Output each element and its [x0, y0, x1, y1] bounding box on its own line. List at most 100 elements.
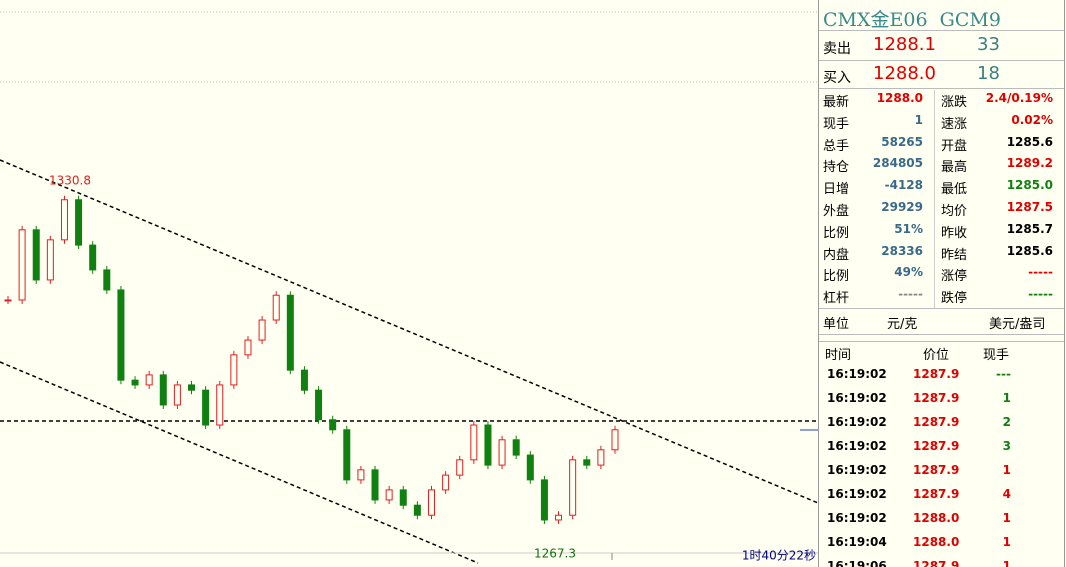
candle	[117, 289, 125, 381]
stat-label: 持仓	[823, 160, 850, 176]
stat-label: 最高	[941, 160, 968, 176]
trade-volume: 2	[1002, 415, 1011, 429]
trade-time: 16:19:02	[827, 415, 887, 429]
stat-value: 58265	[881, 134, 923, 149]
candle	[357, 469, 365, 481]
divider	[819, 308, 1064, 309]
divider	[934, 90, 935, 308]
trade-volume: 1	[1002, 391, 1011, 405]
candle	[315, 389, 323, 421]
candle	[442, 474, 450, 491]
candle	[60, 199, 68, 241]
stat-label: 比例	[823, 225, 850, 241]
candle	[145, 374, 153, 386]
stat-value: 1	[914, 112, 923, 127]
candle	[427, 489, 435, 516]
candle	[484, 424, 492, 466]
candle	[89, 244, 97, 271]
divider	[819, 88, 1064, 89]
candle	[526, 454, 534, 481]
candle	[131, 379, 139, 386]
stat-value: 1285.6	[1006, 134, 1053, 149]
candle	[555, 514, 563, 521]
stat-value: 284805	[872, 156, 923, 171]
candle	[244, 339, 252, 356]
trade-price: 1287.9	[913, 391, 960, 405]
candle	[470, 424, 478, 461]
stat-label: 速涨	[941, 116, 968, 132]
trade-time: 16:19:02	[827, 511, 887, 525]
quote-price: 1288.1	[873, 34, 936, 55]
stat-value: 0.02%	[1011, 112, 1053, 127]
trade-volume: 1	[1002, 559, 1011, 567]
divider	[819, 341, 1064, 342]
stat-value: 49%	[894, 265, 923, 280]
stat-value: 1285.7	[1006, 221, 1053, 236]
trade-volume: 1	[1002, 511, 1011, 525]
trade-volume: 4	[1002, 487, 1011, 501]
symbol-code: GCM9	[939, 9, 1001, 31]
trade-price: 1287.9	[913, 559, 960, 567]
candle	[611, 429, 619, 451]
divider	[819, 60, 1064, 61]
stat-label: 开盘	[941, 138, 968, 154]
quote-volume: 33	[977, 34, 1000, 55]
candle	[569, 459, 577, 516]
stat-label: 总手	[823, 138, 850, 154]
candle	[32, 229, 40, 281]
candle	[512, 439, 520, 456]
candle	[272, 294, 280, 321]
stat-value: 1287.5	[1006, 200, 1053, 214]
candle	[4, 299, 12, 302]
trade-price: 1287.9	[913, 439, 960, 453]
stat-value: 1285.6	[1006, 243, 1053, 258]
trade-time: 16:19:06	[827, 559, 887, 567]
trades-header: 时间	[825, 348, 852, 363]
candle	[202, 389, 210, 426]
stat-value: 28336	[881, 243, 923, 258]
trade-price: 1288.0	[913, 511, 960, 525]
stat-value: 2.4/0.19%	[985, 91, 1053, 105]
candle	[300, 369, 308, 391]
trade-time: 16:19:02	[827, 463, 887, 477]
trade-price: 1288.0	[913, 535, 960, 549]
stat-value: 1289.2	[1006, 156, 1053, 171]
candle	[385, 489, 393, 501]
candle	[583, 459, 591, 466]
trade-volume: 1	[1002, 535, 1011, 549]
quote-label: 买入	[823, 70, 851, 86]
candle	[46, 239, 54, 281]
quote-panel: CMX金E06 GCM9 卖出 1288.1 33 买入 1288.0 18 最新 1288.…	[818, 0, 1065, 567]
stat-label: 内盘	[823, 247, 850, 263]
stat-label: 比例	[823, 269, 850, 285]
stat-value: 51%	[894, 221, 923, 236]
symbol-name: CMX金E06	[823, 9, 928, 31]
stat-label: 日增	[823, 182, 850, 198]
candle	[399, 489, 407, 506]
trade-volume: 3	[1002, 439, 1011, 453]
candle	[286, 294, 294, 371]
stat-label: 昨收	[941, 225, 968, 241]
unit-value: 美元/盎司	[989, 317, 1046, 332]
candle	[597, 449, 605, 466]
stat-value: 1288.0	[876, 91, 923, 105]
timer: 1时40分22秒	[742, 549, 816, 563]
candle	[413, 504, 421, 516]
unit-label: 单位	[823, 317, 850, 332]
stat-value: 1285.0	[1006, 178, 1053, 193]
stat-label: 涨跌	[941, 95, 968, 110]
trades-header: 现手	[983, 348, 1010, 363]
stat-value: -4128	[884, 178, 923, 193]
candle	[173, 384, 181, 406]
candle	[540, 479, 548, 521]
stat-label: 外盘	[823, 204, 850, 219]
stat-value: -----	[898, 287, 923, 302]
trade-time: 16:19:02	[827, 487, 887, 501]
trade-volume: 1	[1002, 463, 1011, 477]
candle	[216, 384, 224, 426]
stat-label: 最新	[823, 95, 850, 110]
quote-volume: 18	[977, 63, 1000, 84]
candle	[456, 459, 464, 476]
quote-price: 1288.0	[873, 63, 936, 84]
